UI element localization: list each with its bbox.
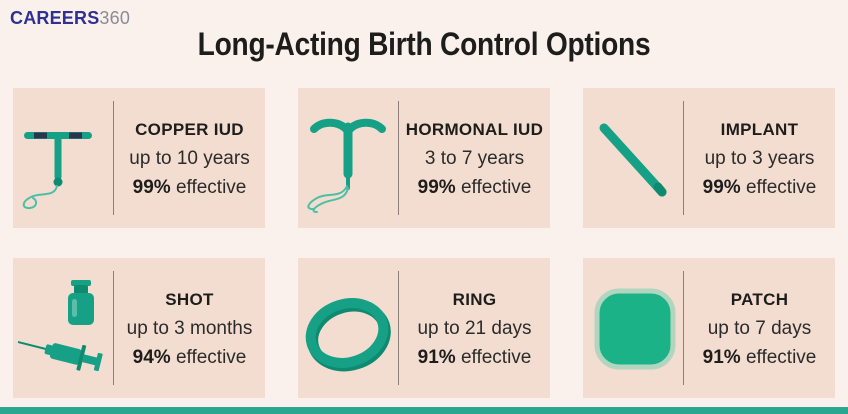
- footer-accent-bar: [0, 407, 848, 414]
- logo-text-360: 360: [99, 8, 131, 28]
- effectiveness-value: 91%: [417, 346, 456, 368]
- card-ring: RING up to 21 days 91% effective: [298, 258, 550, 398]
- syringe-vial-icon: [13, 258, 113, 398]
- logo-text-careers: CAREERS: [10, 8, 100, 28]
- effectiveness-value: 91%: [702, 346, 741, 368]
- option-duration: 3 to 7 years: [424, 147, 525, 169]
- implant-icon: [583, 88, 683, 228]
- effectiveness-value: 94%: [132, 346, 171, 368]
- option-duration: up to 3 months: [126, 317, 253, 339]
- divider: [113, 271, 114, 385]
- effectiveness-value: 99%: [132, 176, 171, 198]
- options-grid: COPPER IUD up to 10 years 99% effective: [13, 88, 835, 398]
- option-effectiveness: 91% effective: [703, 343, 817, 372]
- option-name: IMPLANT: [720, 119, 799, 139]
- card-shot: SHOT up to 3 months 94% effective: [13, 258, 265, 398]
- option-effectiveness: 91% effective: [418, 343, 532, 372]
- hormonal-iud-icon: [298, 88, 398, 228]
- option-effectiveness: 94% effective: [133, 343, 247, 372]
- effective-label: effective: [745, 176, 817, 198]
- vaginal-ring-icon: [298, 258, 398, 398]
- card-implant: IMPLANT up to 3 years 99% effective: [583, 88, 835, 228]
- card-copper-iud: COPPER IUD up to 10 years 99% effective: [13, 88, 265, 228]
- option-effectiveness: 99% effective: [418, 173, 532, 202]
- option-name: RING: [452, 289, 497, 309]
- divider: [398, 271, 399, 385]
- effective-label: effective: [460, 346, 532, 368]
- option-name: HORMONAL IUD: [405, 119, 544, 139]
- effective-label: effective: [460, 176, 532, 198]
- option-name: PATCH: [730, 289, 789, 309]
- page-title: Long-Acting Birth Control Options: [197, 26, 651, 62]
- effective-label: effective: [175, 346, 247, 368]
- option-name: COPPER IUD: [135, 119, 244, 139]
- option-duration: up to 3 years: [704, 147, 815, 169]
- option-duration: up to 21 days: [417, 317, 532, 339]
- option-name: SHOT: [165, 289, 214, 309]
- option-effectiveness: 99% effective: [133, 173, 247, 202]
- divider: [683, 271, 684, 385]
- effective-label: effective: [175, 176, 247, 198]
- option-duration: up to 10 years: [129, 147, 250, 169]
- effectiveness-value: 99%: [417, 176, 456, 198]
- option-effectiveness: 99% effective: [703, 173, 817, 202]
- option-duration: up to 7 days: [707, 317, 812, 339]
- copper-iud-icon: [13, 88, 113, 228]
- effective-label: effective: [745, 346, 817, 368]
- card-hormonal-iud: HORMONAL IUD 3 to 7 years 99% effective: [298, 88, 550, 228]
- divider: [398, 101, 399, 215]
- divider: [113, 101, 114, 215]
- card-patch: PATCH up to 7 days 91% effective: [583, 258, 835, 398]
- effectiveness-value: 99%: [702, 176, 741, 198]
- careers360-logo: CAREERS360: [10, 8, 130, 29]
- divider: [683, 101, 684, 215]
- skin-patch-icon: [583, 258, 683, 398]
